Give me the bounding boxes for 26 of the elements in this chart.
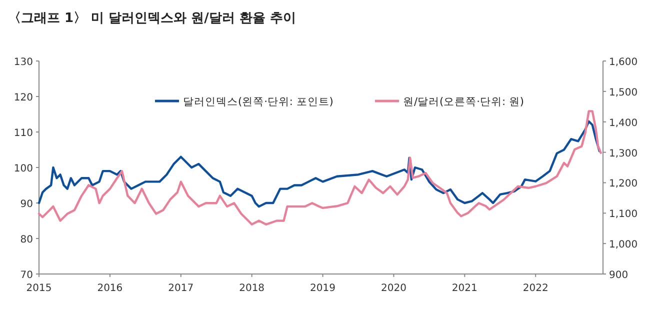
x-tick-label: 2019 [310,283,336,294]
x-tick-label: 2018 [239,283,265,294]
y2-tick-label: 900 [609,270,628,281]
y2-tick-label: 1,400 [609,118,638,129]
legend-label: 원/달러(오른쪽·단위: 원) [403,96,524,108]
x-tick-label: 2017 [168,283,194,294]
legend-label: 달러인덱스(왼쪽·단위: 포인트) [183,96,334,108]
y2-tick-label: 1,200 [609,178,638,190]
x-tick-label: 2022 [522,283,548,294]
y2-tick-label: 1,600 [609,57,638,68]
y-tick-label: 120 [14,92,33,104]
chart-title: 〈그래프 1〉 미 달러인덱스와 원/달러 환율 추이 [8,11,296,26]
y-tick-label: 110 [14,128,33,139]
y-tick-label: 70 [20,270,33,281]
y-tick-label: 90 [20,199,33,210]
y2-tick-label: 1,100 [609,209,638,220]
x-tick-label: 2021 [452,283,478,294]
y-tick-label: 130 [14,57,33,68]
y-tick-label: 80 [20,234,33,246]
y2-tick-label: 1,300 [609,148,638,160]
x-tick-label: 2016 [97,283,123,294]
y2-tick-label: 1,000 [609,240,638,251]
x-tick-label: 2020 [380,283,406,294]
x-tick-label: 2015 [26,283,52,294]
y-tick-label: 100 [14,164,33,174]
y2-tick-label: 1,500 [609,87,638,98]
